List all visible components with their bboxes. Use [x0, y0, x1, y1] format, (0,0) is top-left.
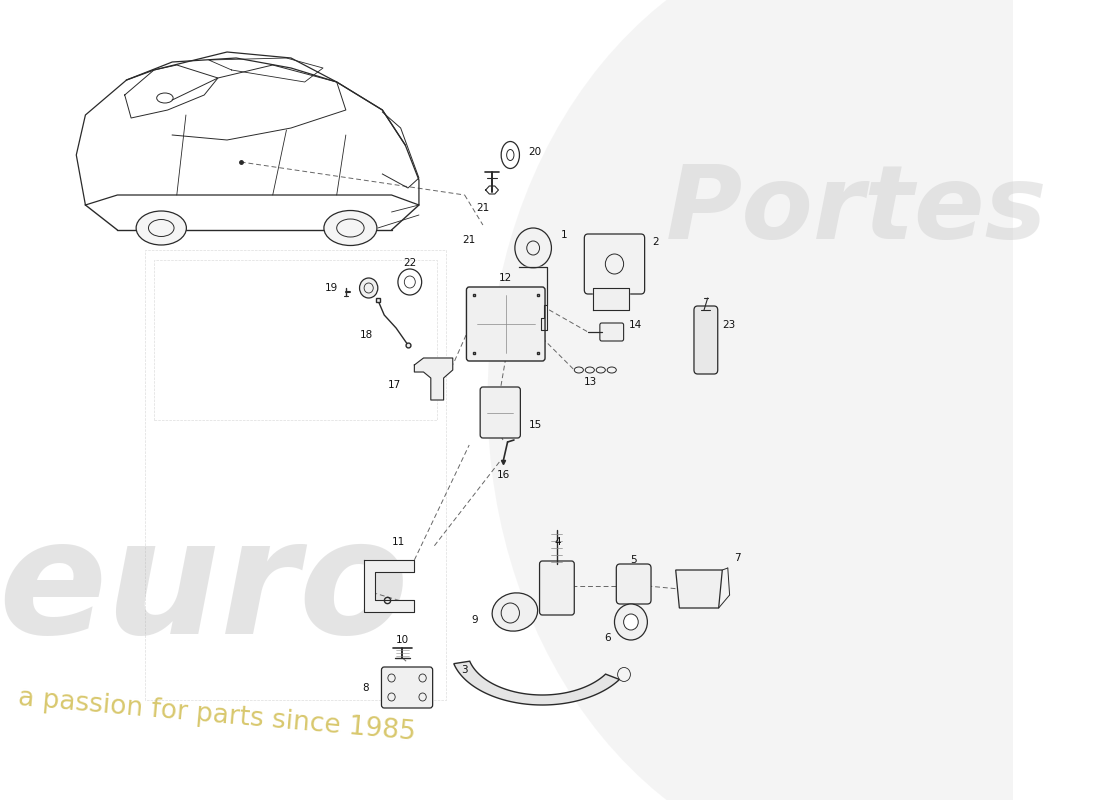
Text: 12: 12 [499, 273, 513, 283]
Polygon shape [593, 288, 629, 310]
Text: a passion for parts since 1985: a passion for parts since 1985 [16, 685, 417, 746]
Text: 7: 7 [734, 553, 740, 563]
Polygon shape [675, 570, 723, 608]
Text: 13: 13 [584, 377, 597, 387]
Text: Portes: Portes [666, 159, 1047, 261]
Text: 9: 9 [472, 615, 478, 625]
FancyBboxPatch shape [481, 387, 520, 438]
Ellipse shape [323, 210, 377, 246]
Text: 2: 2 [652, 237, 659, 247]
Text: 16: 16 [496, 470, 509, 480]
FancyBboxPatch shape [694, 306, 717, 374]
Polygon shape [364, 560, 415, 612]
FancyBboxPatch shape [600, 323, 624, 341]
Circle shape [624, 614, 638, 630]
Polygon shape [519, 267, 547, 330]
Text: 22: 22 [404, 258, 417, 268]
Text: 15: 15 [529, 420, 542, 430]
Text: 20: 20 [529, 147, 541, 157]
Text: 1: 1 [561, 230, 568, 240]
Text: 4: 4 [554, 537, 561, 547]
FancyBboxPatch shape [540, 561, 574, 615]
Ellipse shape [487, 0, 1100, 800]
Text: 5: 5 [630, 555, 637, 565]
FancyBboxPatch shape [466, 287, 544, 361]
Text: euro: euro [0, 513, 409, 667]
Circle shape [615, 604, 648, 640]
Text: 18: 18 [360, 330, 373, 340]
Polygon shape [415, 358, 453, 400]
FancyBboxPatch shape [584, 234, 645, 294]
Text: 21: 21 [476, 203, 490, 213]
Ellipse shape [492, 593, 538, 631]
Text: 14: 14 [629, 320, 642, 330]
Text: 3: 3 [461, 665, 468, 675]
Text: 8: 8 [362, 683, 369, 693]
Text: 19: 19 [326, 283, 339, 293]
Ellipse shape [360, 278, 377, 298]
Text: 21: 21 [463, 235, 476, 245]
Text: 17: 17 [387, 380, 400, 390]
FancyBboxPatch shape [382, 667, 432, 708]
Text: 6: 6 [604, 633, 611, 643]
Text: 11: 11 [393, 537, 406, 547]
Polygon shape [454, 661, 619, 705]
Circle shape [515, 228, 551, 268]
Text: 23: 23 [723, 320, 736, 330]
Ellipse shape [136, 211, 186, 245]
Text: 10: 10 [396, 635, 409, 645]
FancyBboxPatch shape [616, 564, 651, 604]
